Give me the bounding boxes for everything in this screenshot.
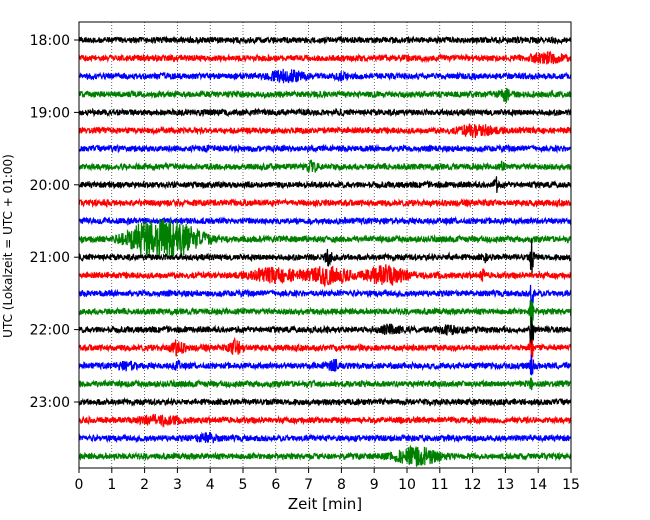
x-axis-ticks: 0 1 2 3 4 5 6 7 8 9 10 11 12 13 14 15 [75,468,580,493]
x-tick-label: 13 [496,477,514,493]
x-axis-label: Zeit [min] [288,495,362,513]
trace-1930 [78,143,572,154]
trace-2245 [78,377,572,391]
y-tick-label: 20:00 [30,178,70,194]
trace-2330 [78,431,572,444]
x-tick-label: 4 [206,477,215,493]
x-tick-label: 3 [173,477,182,493]
trace-2000 [78,176,572,193]
x-tick-label: 0 [75,477,84,493]
y-axis-label: UTC (Lokalzeit = UTC + 01:00) [1,154,15,338]
x-tick-label: 5 [239,477,248,493]
y-tick-label: 18:00 [30,33,70,49]
x-tick-label: 8 [337,477,346,493]
trace-2300 [78,396,572,408]
plot-frame [78,21,572,469]
x-tick-label: 7 [304,477,313,493]
trace-2115 [78,264,572,288]
trace-2045 [78,218,572,259]
x-tick-label: 6 [271,477,280,493]
trace-2215 [78,336,572,367]
trace-1900 [78,107,572,118]
x-tick-label: 15 [562,477,580,493]
x-tick-label: 1 [107,477,116,493]
trace-2200 [78,316,572,347]
trace-1945 [78,159,572,173]
trace-2145 [78,300,572,330]
trace-2345 [78,444,572,467]
trace-1915 [78,123,572,139]
trace-2230 [78,354,572,376]
x-tick-label: 2 [140,477,149,493]
x-tick-label: 10 [398,477,416,493]
trace-1800 [78,35,572,46]
y-tick-label: 21:00 [30,250,70,266]
x-tick-label: 11 [431,477,449,493]
y-tick-label: 23:00 [30,395,70,411]
y-tick-label: 22:00 [30,323,70,339]
x-tick-label: 9 [370,477,379,493]
trace-2015 [78,197,572,209]
trace-2130 [78,284,572,312]
trace-series [78,35,572,467]
trace-2030 [78,215,572,227]
trace-2100 [78,238,572,274]
y-tick-label: 19:00 [30,105,70,121]
trace-1815 [78,50,572,65]
x-tick-label: 12 [464,477,482,493]
y-axis-ticks: 18:00 19:00 20:00 21:00 22:00 23:00 [30,33,79,411]
trace-1830 [78,68,572,84]
trace-1845 [78,87,572,103]
x-tick-label: 14 [529,477,547,493]
trace-2315 [78,413,572,429]
